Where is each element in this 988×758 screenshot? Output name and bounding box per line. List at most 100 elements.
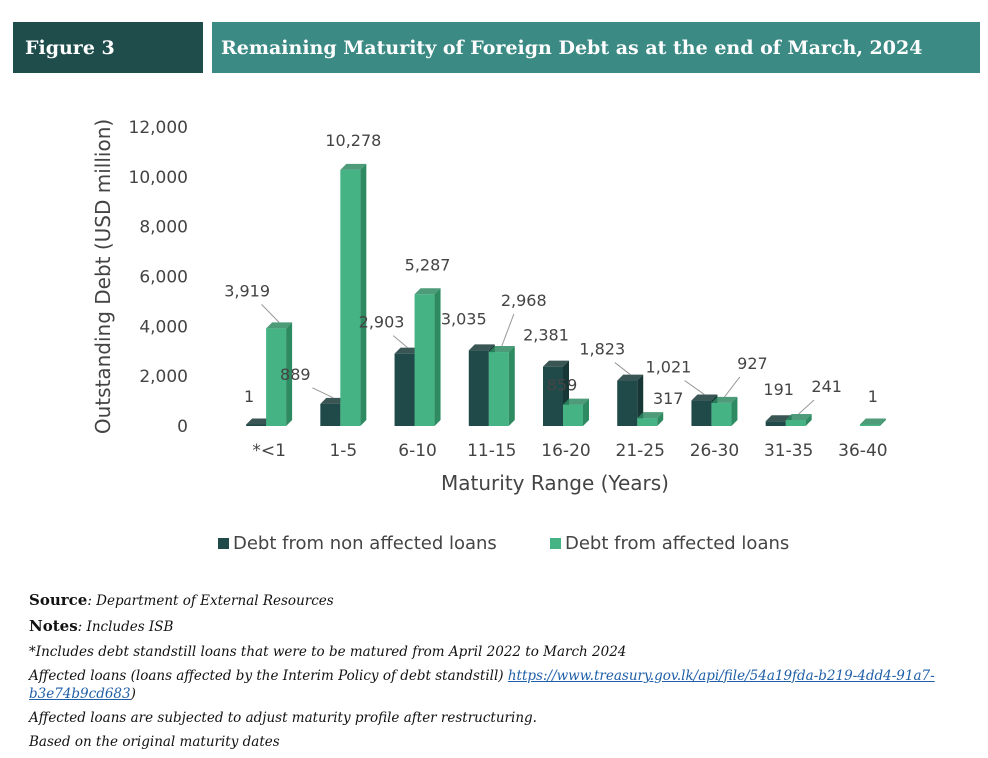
- leader-line: [724, 376, 741, 398]
- bar-affected: [785, 419, 806, 426]
- x-tick-label: 31-35: [764, 441, 813, 461]
- data-label: 10,278: [325, 131, 381, 150]
- bar-top: [266, 322, 293, 329]
- data-label: 889: [280, 365, 311, 384]
- bar-affected: [711, 402, 732, 426]
- bar-top: [340, 163, 367, 170]
- data-label: 5,287: [405, 255, 451, 274]
- y-tick-label: 8,000: [139, 218, 188, 238]
- y-tick-label: 6,000: [139, 268, 188, 288]
- leader-line: [614, 362, 631, 375]
- data-label: 1: [244, 387, 254, 406]
- data-label: 1,823: [579, 340, 625, 359]
- bar-top: [765, 415, 792, 422]
- legend-swatch: [218, 538, 229, 549]
- x-tick-label: 21-25: [616, 441, 665, 461]
- bar-top: [859, 418, 886, 425]
- bar-affected: [859, 424, 880, 426]
- x-tick-label: *<1: [252, 441, 286, 461]
- notes-text: : Includes ISB: [77, 619, 174, 636]
- data-label: 927: [737, 354, 768, 373]
- figure-title: Remaining Maturity of Foreign Debt as at…: [212, 22, 980, 73]
- bar-top: [414, 288, 441, 295]
- bar-affected: [414, 294, 435, 426]
- bar-non-affected: [765, 421, 786, 426]
- figure-notes: Source: Department of External Resources…: [29, 590, 969, 758]
- bar-side: [360, 163, 367, 426]
- note-affected-prefix: Affected loans (loans affected by the In…: [29, 667, 508, 684]
- data-label: 241: [811, 377, 842, 396]
- bar-top: [468, 344, 495, 351]
- leader-line: [798, 399, 815, 415]
- y-axis-title: Outstanding Debt (USD million): [91, 119, 115, 434]
- bar-side: [583, 398, 589, 426]
- bar-side: [637, 374, 644, 426]
- bar-top: [637, 412, 664, 419]
- leader-line: [684, 380, 705, 395]
- x-tick-label: 36-40: [838, 441, 887, 461]
- bar-non-affected: [246, 424, 267, 426]
- y-tick-label: 12,000: [129, 118, 188, 138]
- bar-top: [320, 397, 347, 404]
- legend-label: Debt from non affected loans: [233, 533, 497, 554]
- bar-side: [434, 288, 441, 426]
- bar-top: [246, 418, 273, 425]
- data-label: 1: [868, 387, 878, 406]
- data-label: 3,035: [441, 309, 487, 328]
- leader-line: [312, 387, 334, 399]
- note-affected-suffix: ): [130, 685, 136, 702]
- data-label: 1,021: [646, 358, 692, 377]
- notes-line: Notes: Includes ISB: [29, 616, 969, 636]
- bar-top: [711, 396, 738, 403]
- notes-label: Notes: [29, 617, 78, 636]
- bar-non-affected: [320, 403, 341, 426]
- leader-line: [501, 313, 515, 347]
- bar-non-affected: [543, 366, 563, 426]
- y-tick-label: 0: [177, 417, 188, 437]
- x-tick-label: 26-30: [690, 441, 739, 461]
- y-tick-label: 2,000: [139, 367, 188, 387]
- note-restructuring: Affected loans are subjected to adjust m…: [29, 710, 537, 727]
- legend-swatch: [550, 538, 561, 549]
- bar-top: [543, 360, 569, 367]
- bar-non-affected: [468, 350, 489, 426]
- note-original-dates: Based on the original maturity dates: [29, 734, 280, 751]
- bar-affected: [563, 404, 583, 426]
- note-affected-loans: Affected loans (loans affected by the In…: [29, 667, 969, 703]
- bar-top: [785, 413, 812, 420]
- bar-side: [508, 346, 515, 426]
- bar-affected: [266, 328, 287, 426]
- treasury-link[interactable]: https://www.treasury.gov.lk/api/file/54a…: [29, 667, 935, 702]
- bar-side: [286, 322, 293, 426]
- bar-affected: [488, 352, 509, 426]
- bar-top: [563, 398, 589, 405]
- foreign-debt-chart: 0 2,000 4,000 6,000 8,000 10,000 12,000 Outstan…: [91, 118, 888, 554]
- data-label: 2,903: [359, 313, 405, 332]
- y-tick-label: 10,000: [129, 168, 188, 188]
- leader-line: [261, 304, 280, 323]
- bar-top: [394, 347, 421, 354]
- data-label: 191: [763, 380, 794, 399]
- bar-top: [617, 374, 644, 381]
- source-line: Source: Department of External Resources: [29, 590, 969, 610]
- data-label: 317: [653, 389, 684, 408]
- data-label: 3,919: [224, 281, 270, 300]
- data-label: 859: [547, 376, 578, 395]
- bar-affected: [637, 418, 658, 426]
- y-tick-label: 4,000: [139, 317, 188, 337]
- data-label: 2,381: [523, 326, 569, 345]
- data-label: 2,968: [501, 291, 547, 310]
- bar-side: [879, 418, 886, 426]
- legend-label: Debt from affected loans: [565, 533, 789, 554]
- source-label: Source: [29, 591, 88, 609]
- x-tick-label: 1-5: [329, 441, 357, 461]
- note-standstill: *Includes debt standstill loans that wer…: [29, 643, 627, 660]
- leader-line: [392, 335, 408, 349]
- bar-side: [731, 396, 738, 426]
- bar-top: [488, 346, 515, 353]
- x-tick-label: 11-15: [467, 441, 516, 461]
- bar-top: [691, 394, 718, 401]
- x-tick-label: 16-20: [541, 441, 590, 461]
- bar-side: [657, 412, 664, 426]
- bar-non-affected: [394, 353, 415, 426]
